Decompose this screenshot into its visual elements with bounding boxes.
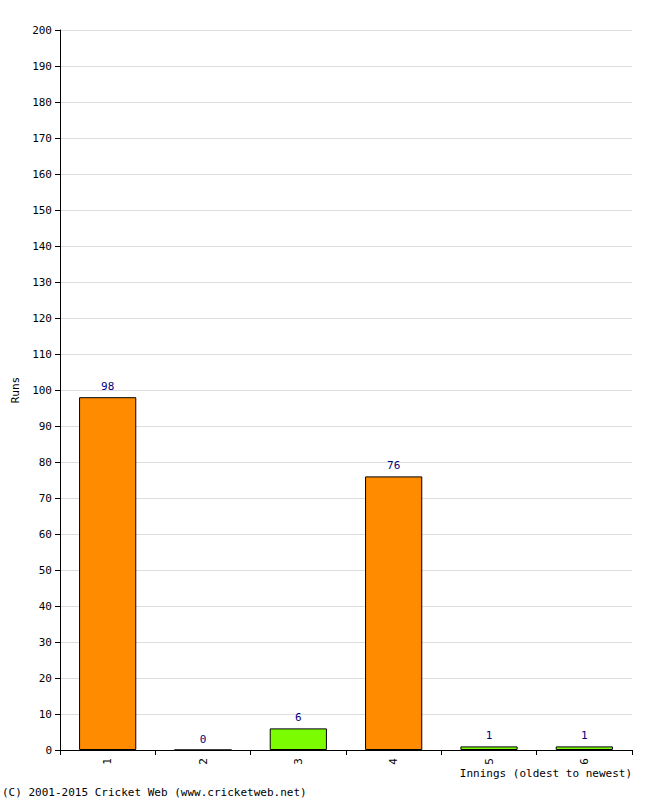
svg-text:70: 70 xyxy=(39,492,52,505)
svg-text:60: 60 xyxy=(39,528,52,541)
svg-text:110: 110 xyxy=(32,348,52,361)
svg-text:150: 150 xyxy=(32,204,52,217)
svg-text:(C) 2001-2015 Cricket Web (www: (C) 2001-2015 Cricket Web (www.cricketwe… xyxy=(2,786,307,799)
svg-text:5: 5 xyxy=(483,758,496,765)
svg-text:98: 98 xyxy=(101,380,114,393)
svg-text:140: 140 xyxy=(32,240,52,253)
svg-text:100: 100 xyxy=(32,384,52,397)
svg-text:130: 130 xyxy=(32,276,52,289)
svg-text:3: 3 xyxy=(292,758,305,765)
svg-text:190: 190 xyxy=(32,60,52,73)
svg-text:50: 50 xyxy=(39,564,52,577)
svg-text:6: 6 xyxy=(578,758,591,765)
svg-text:Runs: Runs xyxy=(9,377,22,404)
svg-text:160: 160 xyxy=(32,168,52,181)
svg-text:6: 6 xyxy=(295,711,302,724)
svg-text:180: 180 xyxy=(32,96,52,109)
svg-text:0: 0 xyxy=(200,733,207,746)
svg-text:170: 170 xyxy=(32,132,52,145)
svg-text:20: 20 xyxy=(39,672,52,685)
svg-text:40: 40 xyxy=(39,600,52,613)
svg-text:0: 0 xyxy=(45,744,52,757)
svg-text:1: 1 xyxy=(101,758,114,765)
svg-text:200: 200 xyxy=(32,24,52,37)
svg-text:Innings (oldest to newest): Innings (oldest to newest) xyxy=(460,767,632,780)
svg-text:120: 120 xyxy=(32,312,52,325)
svg-text:76: 76 xyxy=(387,459,400,472)
svg-text:30: 30 xyxy=(39,636,52,649)
svg-text:4: 4 xyxy=(387,758,400,765)
svg-text:90: 90 xyxy=(39,420,52,433)
svg-text:80: 80 xyxy=(39,456,52,469)
svg-text:1: 1 xyxy=(486,729,493,742)
svg-text:10: 10 xyxy=(39,708,52,721)
svg-text:1: 1 xyxy=(581,729,588,742)
svg-text:2: 2 xyxy=(197,758,210,765)
